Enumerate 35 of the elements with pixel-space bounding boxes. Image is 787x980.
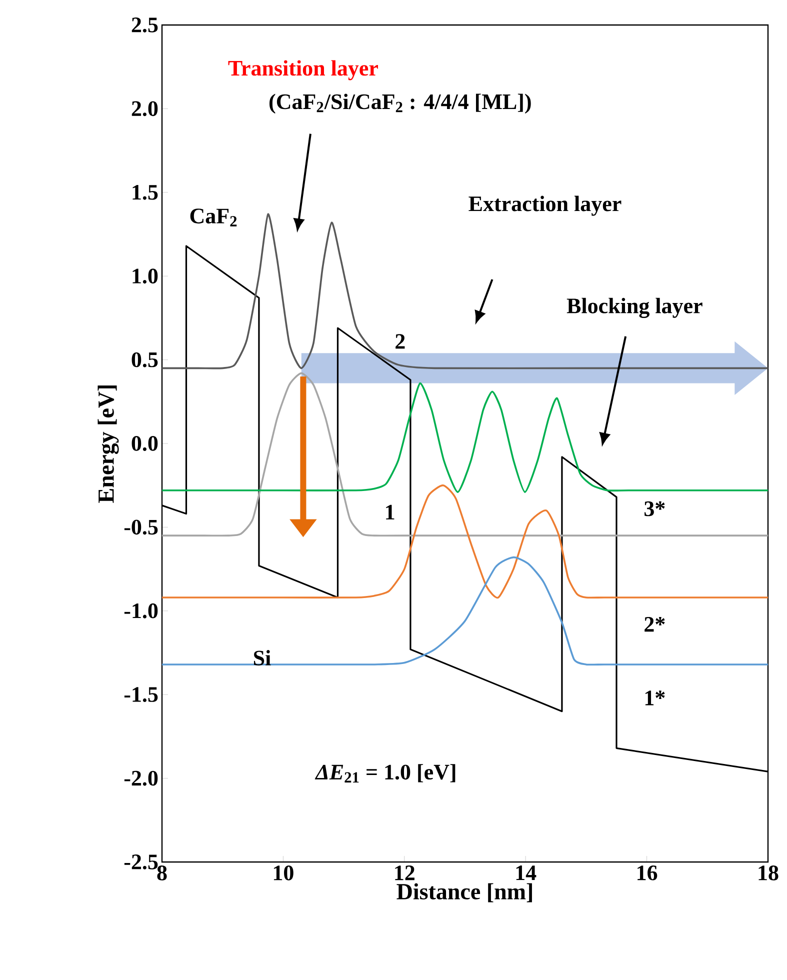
x-tick-label: 18	[758, 866, 778, 880]
annotation: Blocking layer	[566, 298, 702, 318]
series-label: 2*	[644, 617, 665, 632]
annotation: Si	[254, 650, 271, 666]
annotation: (CaF$_{2}$/Si/CaF$_{2}$ : 4/4/4 [ML])	[270, 94, 531, 114]
series-label: 2	[396, 334, 405, 349]
y-tick-label: -2.0	[124, 770, 158, 786]
y-axis-title: Energy [eV]	[98, 385, 119, 503]
series-label: 1*	[645, 690, 665, 706]
annotation: Transition layer	[228, 60, 378, 80]
x-tick-label: 12	[395, 866, 414, 880]
y-tick-label: -0.5	[124, 520, 158, 535]
line-series	[161, 382, 769, 493]
y-tick-label: 1.0	[132, 268, 158, 284]
line-series	[161, 372, 769, 537]
line-series	[161, 484, 769, 599]
x-tick-label: 14	[516, 866, 536, 880]
series-label: 1	[386, 504, 394, 520]
y-tick-label: -1.5	[124, 687, 158, 702]
series-label: 3*	[644, 501, 665, 516]
x-axis-title: Distance [nm]	[396, 883, 532, 902]
x-tick-label: 16	[638, 866, 658, 880]
annotation: Extraction layer	[468, 196, 622, 216]
y-tick-label: -2.5	[124, 854, 158, 870]
y-tick-label: 1.5	[132, 184, 158, 200]
annotation: CaF$_{2}$	[190, 208, 237, 226]
x-tick-label: 8	[157, 866, 167, 880]
x-tick-label: 10	[274, 866, 294, 880]
y-tick-label: 2.0	[132, 101, 158, 116]
y-tick-label: 0.5	[132, 352, 158, 368]
y-tick-label: -1.0	[124, 603, 158, 618]
y-tick-label: 2.5	[132, 18, 158, 32]
line-series	[161, 556, 769, 666]
y-tick-label: 0.0	[132, 436, 158, 451]
annotation: ΔE$_{21}$ = 1.0 [eV]	[314, 764, 456, 782]
